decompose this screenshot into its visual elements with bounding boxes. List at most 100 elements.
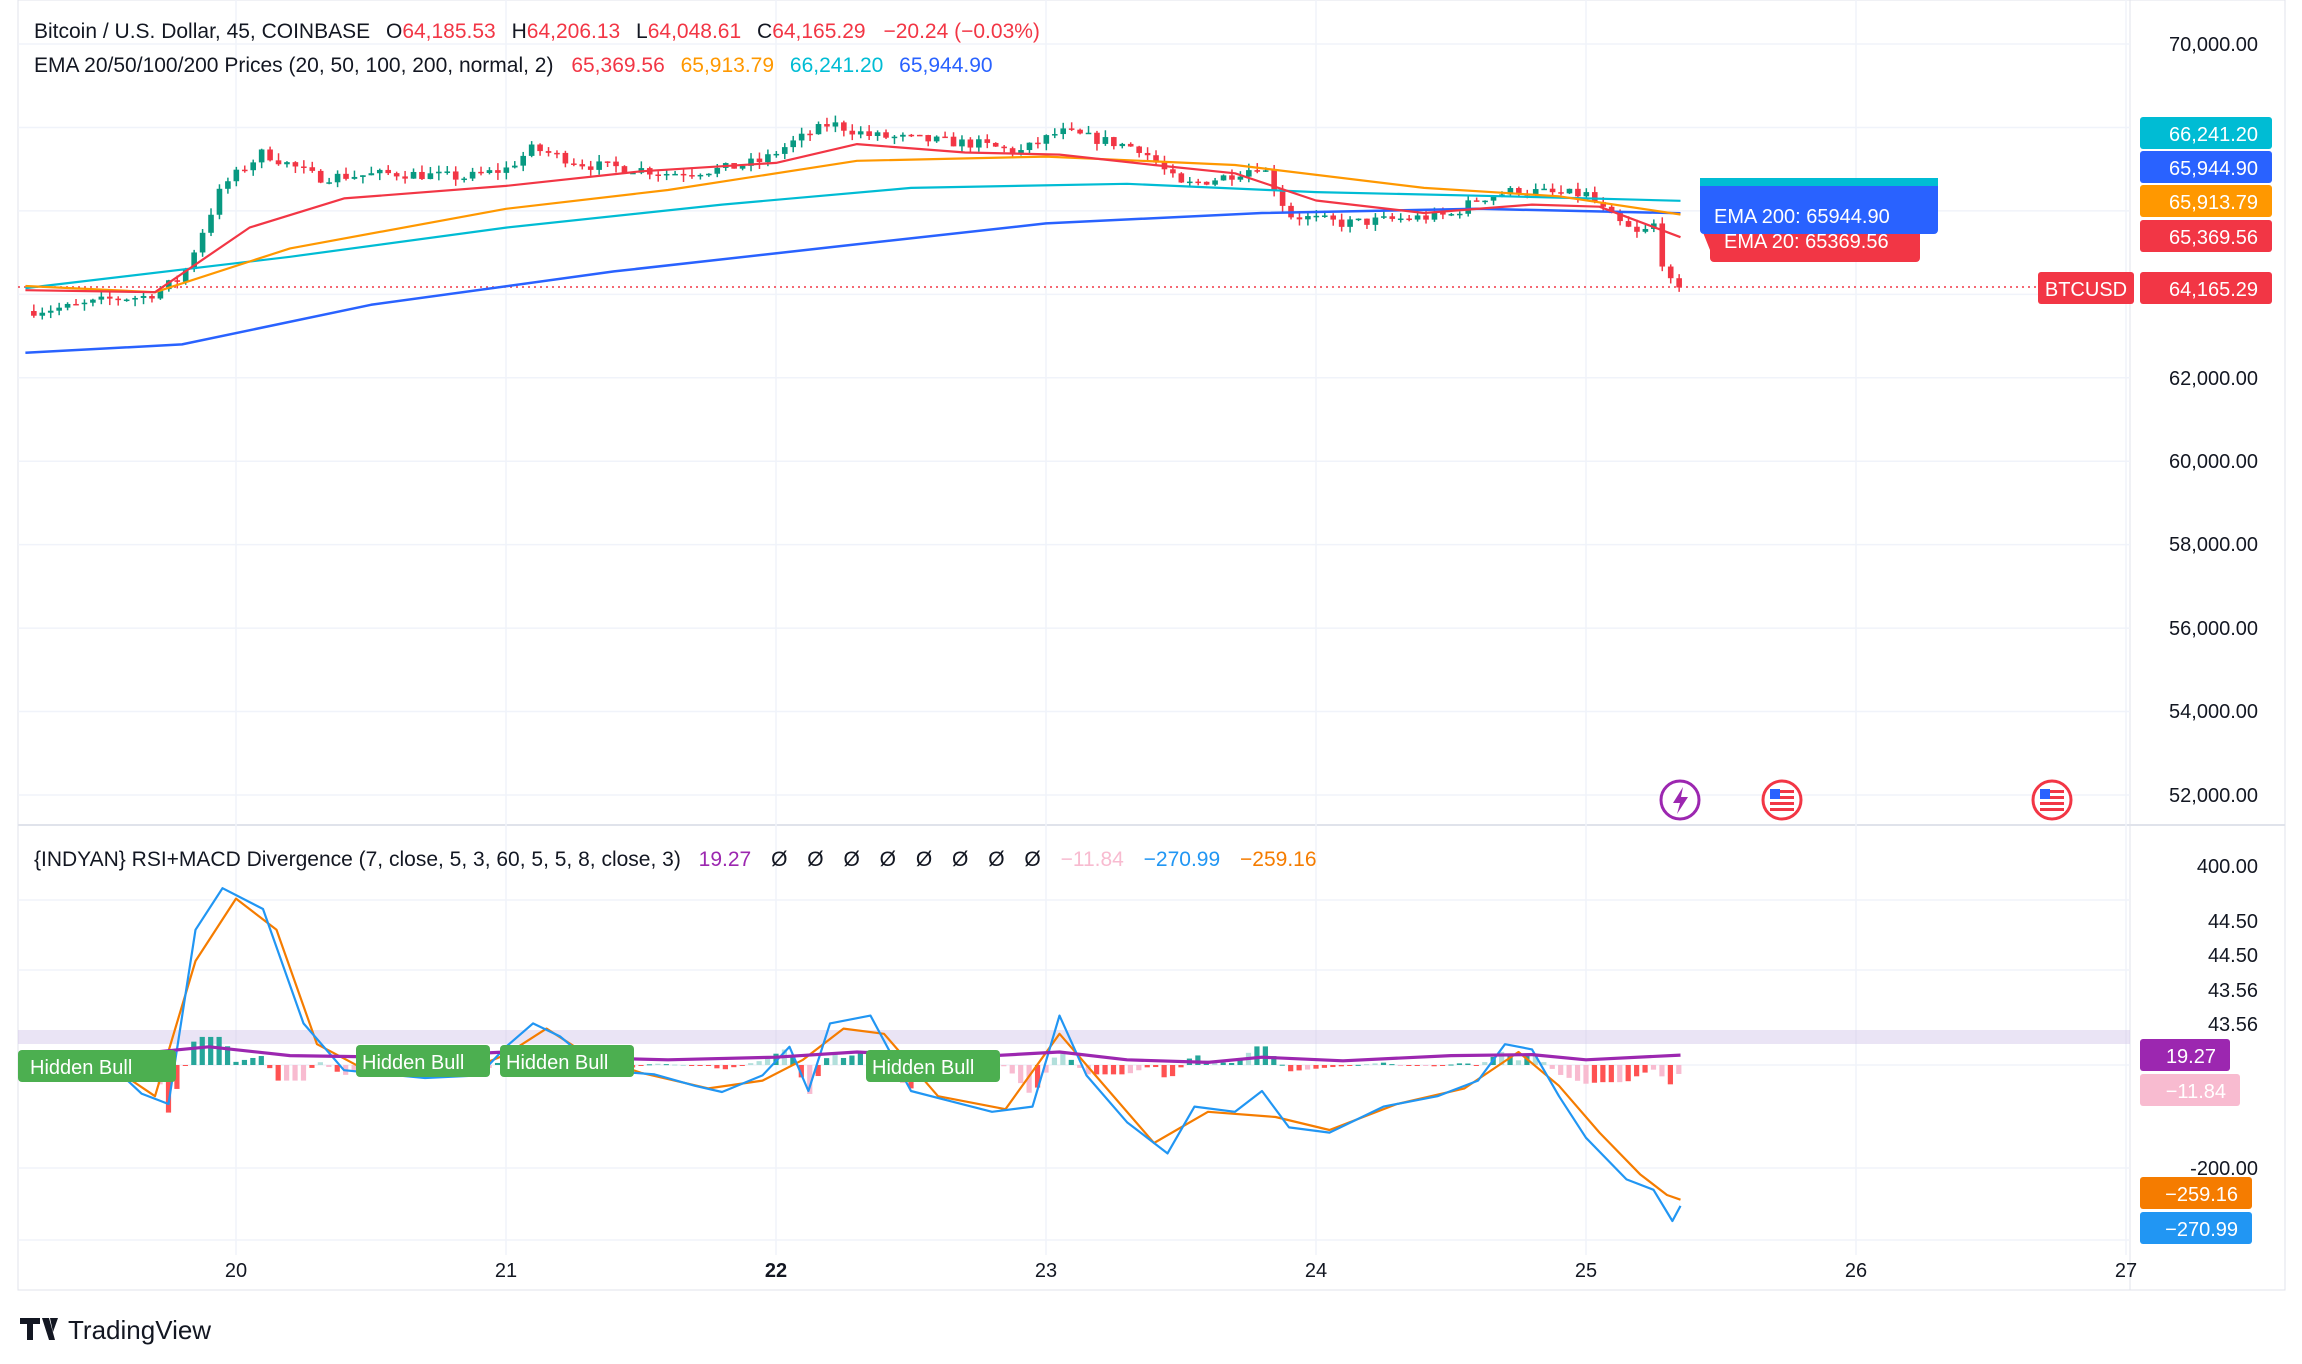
candle-body [1077, 129, 1083, 134]
histogram-bar [1650, 1065, 1657, 1070]
candle-body [959, 139, 965, 147]
histogram-bar [1144, 1065, 1150, 1068]
histogram-bar [1372, 1063, 1378, 1065]
histogram-bar [208, 1036, 214, 1065]
candle-body [1448, 214, 1455, 216]
histogram-bar [722, 1065, 728, 1070]
candle-body [334, 173, 341, 183]
candle-body [360, 175, 366, 177]
histogram-bar [317, 1062, 323, 1065]
candle-body [1271, 170, 1277, 192]
candle-body [1051, 134, 1058, 136]
histogram-bar [1617, 1065, 1623, 1083]
candle-body [368, 173, 375, 176]
candle-body [267, 149, 273, 161]
histogram-bar [1043, 1065, 1049, 1073]
candle-body [1431, 211, 1438, 220]
us-flag-icon[interactable] [2031, 779, 2073, 821]
histogram-bar [756, 1061, 762, 1065]
candle-body [824, 124, 830, 127]
histogram-bar [1465, 1063, 1471, 1065]
indicator-value-3: −270.99 [1144, 848, 1221, 871]
candle-body [1102, 137, 1109, 144]
candle-body [1212, 180, 1218, 185]
time-tick-label: 25 [1575, 1260, 1597, 1282]
histogram-bar [1220, 1062, 1226, 1065]
histogram-bar [680, 1064, 686, 1066]
candle-body [1136, 146, 1142, 153]
candle-body [976, 139, 982, 148]
candle-body [503, 167, 510, 173]
candle-body [613, 161, 619, 167]
candle-body [992, 142, 999, 147]
histogram-bar [1414, 1065, 1420, 1066]
price-tick-label: 70,000.00 [2169, 34, 2258, 56]
histogram-bar [1330, 1065, 1336, 1068]
candle-body [630, 172, 636, 175]
histogram-bar [199, 1036, 205, 1065]
histogram-bar [790, 1055, 796, 1065]
histogram-bar [334, 1065, 340, 1072]
histogram-bar [1634, 1065, 1640, 1077]
candle-body [149, 296, 155, 299]
histogram-bar [1541, 1062, 1547, 1065]
histogram-bar [1119, 1065, 1125, 1075]
time-tick-label: 21 [495, 1260, 517, 1282]
indicator-title: {INDYAN} RSI+MACD Divergence (7, close, … [34, 848, 681, 871]
candle-body [520, 155, 527, 166]
histogram-bar [1380, 1062, 1387, 1065]
price-tick-label: 54,000.00 [2169, 701, 2258, 723]
candle-body [1237, 176, 1244, 180]
candle-body [1591, 192, 1598, 202]
time-tick-label: 27 [2115, 1260, 2137, 1282]
candle-body [1456, 213, 1463, 216]
histogram-bar [714, 1065, 720, 1069]
candle-body [47, 310, 54, 313]
candle-body [1170, 169, 1176, 174]
candle-body [621, 166, 628, 173]
histogram-bar [1676, 1065, 1682, 1074]
candle-body [98, 296, 105, 300]
histogram-bar [731, 1065, 737, 1068]
candle-body [1608, 206, 1615, 214]
histogram-bar [241, 1059, 248, 1065]
candle-body [697, 174, 704, 177]
tradingview-text: TradingView [68, 1315, 211, 1345]
indicator-empty: Ø [771, 848, 787, 871]
price-axis: 70,000.00 62,000.00 60,000.00 58,000.00 56,0… [2169, 34, 2258, 807]
candle-body [199, 232, 206, 253]
candle-body [1397, 218, 1404, 221]
candle-body [1279, 191, 1286, 206]
histogram-bar [1397, 1065, 1403, 1066]
tradingview-logo[interactable]: TradingView [20, 1315, 211, 1345]
hidden-bull-label: Hidden Bull [356, 1045, 490, 1077]
histogram-bar [1532, 1055, 1538, 1065]
change-value: −20.24 (−0.03%) [883, 20, 1039, 43]
lightning-icon[interactable] [1659, 779, 1701, 821]
histogram-bar [832, 1053, 838, 1065]
high-value: 64,206.13 [527, 20, 620, 43]
histogram-bar [1338, 1065, 1344, 1067]
candle-body [1068, 128, 1075, 130]
ema50-tag-text: 65,913.79 [2169, 192, 2258, 214]
candle-body [1254, 170, 1261, 172]
candle-body [857, 131, 864, 135]
candle-body [486, 170, 493, 173]
histogram-bar [1237, 1059, 1243, 1065]
time-tick-label: 24 [1305, 1260, 1327, 1282]
us-flag-icon[interactable] [1761, 779, 1803, 821]
candle-body [967, 139, 974, 148]
histogram-bar [1060, 1051, 1066, 1065]
ema200-line [25, 207, 1681, 354]
histogram-bar [1499, 1051, 1505, 1065]
histogram-bar [1600, 1065, 1606, 1083]
ema20-tooltip-text: EMA 20: 65369.56 [1724, 231, 1889, 253]
histogram-bar [1169, 1065, 1176, 1077]
candle-body [942, 136, 948, 139]
candle-body [841, 122, 847, 131]
candle-body [511, 165, 518, 168]
histogram-bar [1288, 1065, 1294, 1072]
candle-body [1305, 216, 1311, 220]
histogram-bar [233, 1061, 239, 1065]
histogram-bar [1085, 1065, 1091, 1075]
